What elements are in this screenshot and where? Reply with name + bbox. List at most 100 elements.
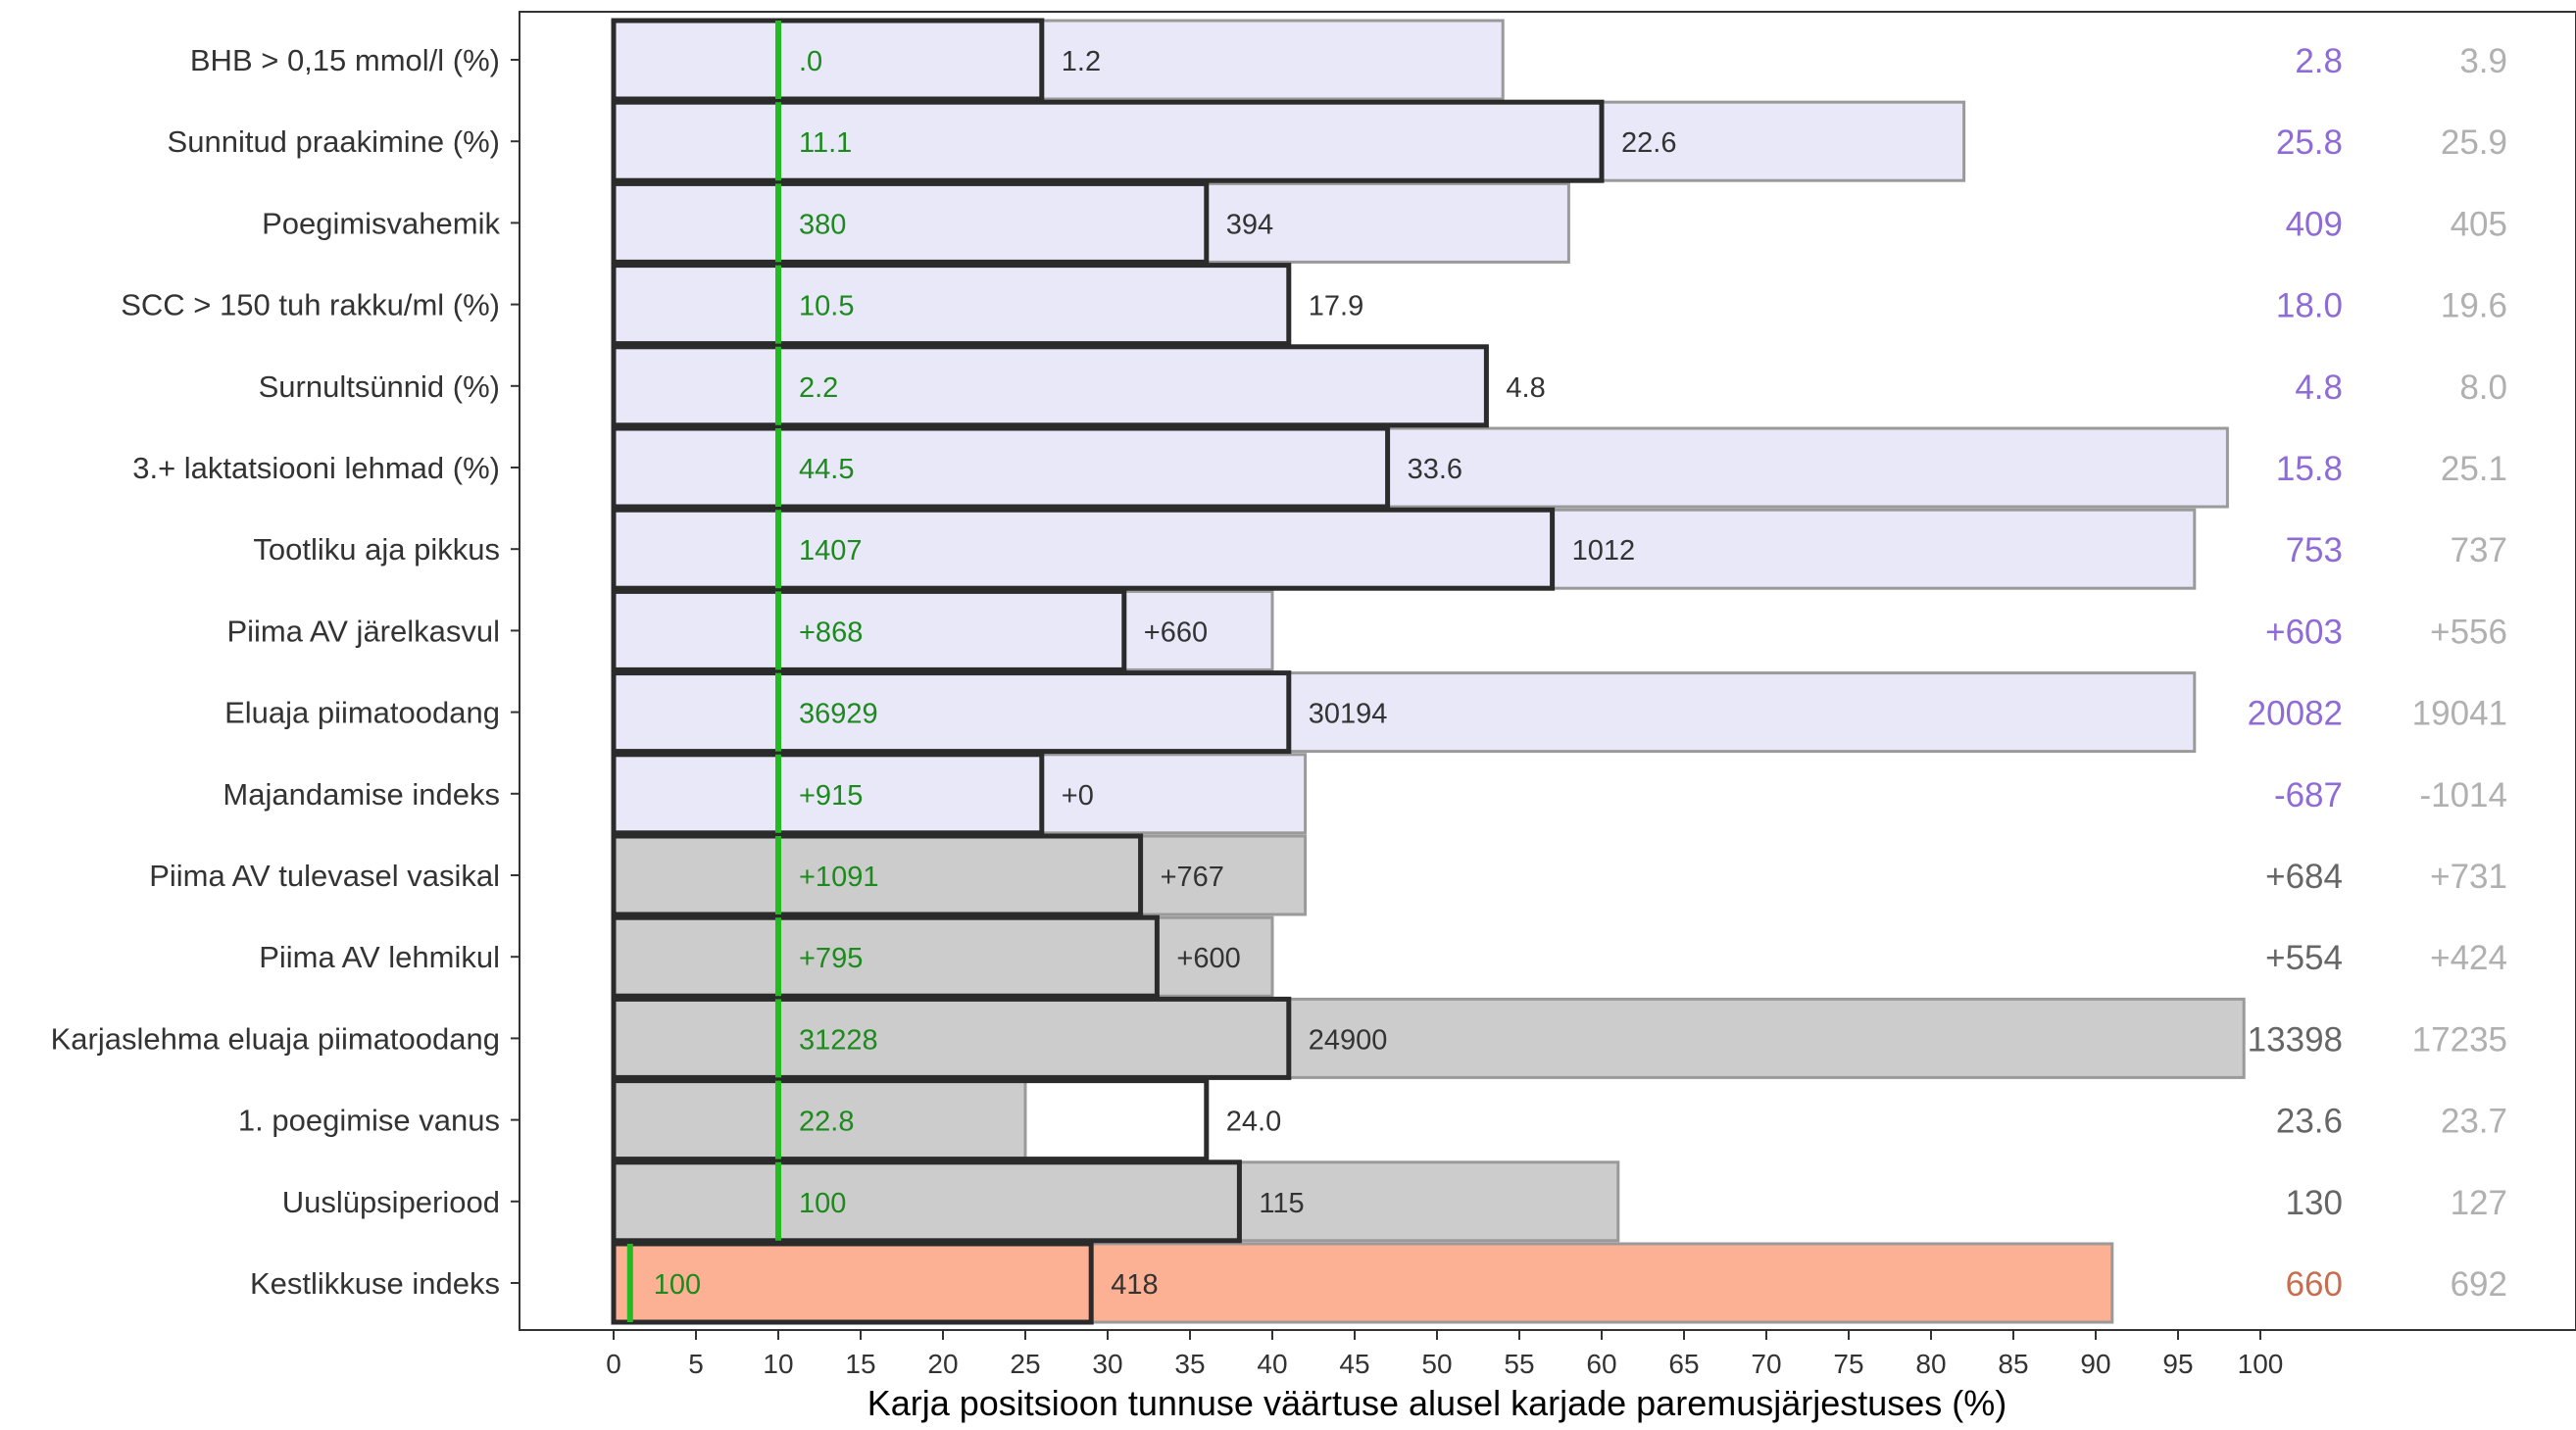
column2-value: 692 <box>2451 1265 2507 1304</box>
green-value-label: .0 <box>799 46 822 77</box>
background-bar <box>612 915 1274 998</box>
y-axis-label: Eluaja piimatoodang <box>224 696 500 730</box>
x-tick-label: 15 <box>845 1349 875 1379</box>
x-tick-label: 30 <box>1092 1349 1122 1379</box>
x-tick-label: 90 <box>2080 1349 2110 1379</box>
herd-bar <box>611 1078 1210 1162</box>
x-tick-label: 50 <box>1421 1349 1452 1379</box>
x-tick-label: 70 <box>1751 1349 1781 1379</box>
herd-bar <box>611 344 1489 428</box>
y-axis-label: Tootliku aja pikkus <box>253 532 500 567</box>
herd-value-label: 24.0 <box>1226 1107 1281 1138</box>
herd-bar <box>611 1241 1094 1325</box>
x-tick-label: 20 <box>927 1349 958 1379</box>
column1-value: 660 <box>2286 1265 2343 1304</box>
y-axis-label: Majandamise indeks <box>223 777 500 812</box>
herd-value-label: 1012 <box>1572 535 1636 567</box>
herd-bar <box>611 18 1045 102</box>
herd-bar <box>611 833 1144 917</box>
column2-value: -1014 <box>2419 776 2507 814</box>
x-axis-title: Karja positsioon tunnuse väärtuse alusel… <box>867 1383 2007 1423</box>
background-bars-layer <box>612 19 2246 1324</box>
background-bar <box>612 264 1291 346</box>
column1-value: 18.0 <box>2276 287 2343 325</box>
herd-bar <box>611 752 1045 836</box>
herd-value-label: 24900 <box>1309 1024 1388 1056</box>
column2-value: 8.0 <box>2459 369 2507 407</box>
herd-bar <box>611 263 1292 347</box>
green-value-label: 100 <box>799 1188 846 1219</box>
reference-lines-layer <box>626 21 781 1322</box>
herd-value-label: 17.9 <box>1309 291 1363 322</box>
herd-value-label: +767 <box>1161 862 1224 893</box>
column2-value: 127 <box>2451 1184 2507 1222</box>
column1-value: +684 <box>2265 858 2343 896</box>
column1-value: 20082 <box>2248 695 2343 733</box>
y-axis-label: Surnultsünnid (%) <box>259 370 500 404</box>
herd-value-label: 1.2 <box>1062 46 1101 77</box>
column2-value: 737 <box>2451 531 2507 569</box>
y-axis-label: Piima AV järelkasvul <box>226 614 500 648</box>
x-tick-label: 45 <box>1339 1349 1369 1379</box>
y-axis-label: 3.+ laktatsiooni lehmad (%) <box>132 451 500 485</box>
herd-bar <box>611 99 1605 183</box>
green-value-label: 22.8 <box>799 1107 854 1138</box>
herd-bar <box>611 588 1127 672</box>
herd-bar <box>611 1159 1242 1244</box>
y-axis-label: Piima AV lehmikul <box>259 940 500 974</box>
column2-value: 19041 <box>2412 695 2507 733</box>
herd-value-label: 22.6 <box>1621 127 1676 159</box>
y-axis-label: Kestlikkuse indeks <box>250 1266 500 1301</box>
column1-value: 23.6 <box>2276 1103 2343 1141</box>
column1-value: 130 <box>2286 1184 2343 1222</box>
column2-value: 17235 <box>2412 1020 2507 1059</box>
herd-value-label: 115 <box>1259 1188 1304 1219</box>
background-bar <box>612 1242 2114 1324</box>
x-tick-label: 75 <box>1833 1349 1863 1379</box>
background-bar <box>612 753 1308 835</box>
green-value-label: 44.5 <box>799 454 854 485</box>
x-tick-label: 85 <box>1998 1349 2028 1379</box>
herd-bar <box>611 425 1391 510</box>
green-value-label: 11.1 <box>799 127 852 159</box>
column2-value: +731 <box>2430 858 2507 896</box>
y-axis-label: BHB > 0,15 mmol/l (%) <box>190 43 500 77</box>
y-axis-label: Uuslüpsiperiood <box>282 1185 500 1219</box>
y-axis-label: Karjaslehma eluaja piimatoodang <box>51 1021 500 1056</box>
herd-bar <box>611 507 1556 591</box>
plot-panel-border <box>519 11 2576 1331</box>
column1-value: 15.8 <box>2276 450 2343 488</box>
background-bar <box>612 100 1966 182</box>
green-value-label: +795 <box>799 943 863 974</box>
column1-value: 13398 <box>2248 1020 2343 1059</box>
herd-value-label: +600 <box>1176 943 1240 974</box>
column1-value: -687 <box>2274 776 2343 814</box>
y-axis-label: SCC > 150 tuh rakku/ml (%) <box>121 288 500 322</box>
x-tick-label: 5 <box>688 1349 704 1379</box>
background-bar <box>612 19 1505 101</box>
x-tick-label: 35 <box>1174 1349 1205 1379</box>
column1-value: 409 <box>2286 205 2343 243</box>
herd-value-label: +660 <box>1144 616 1208 648</box>
column1-value: 4.8 <box>2295 369 2343 407</box>
herd-value-label: 4.8 <box>1506 372 1545 404</box>
herd-value-label: 30194 <box>1309 699 1388 730</box>
y-axis-label: Piima AV tulevasel vasikal <box>149 859 500 893</box>
x-tick-label: 80 <box>1915 1349 1946 1379</box>
herd-value-label: 33.6 <box>1408 454 1462 485</box>
x-tick-label: 55 <box>1504 1349 1534 1379</box>
green-value-label: 100 <box>654 1269 701 1301</box>
green-value-label: +1091 <box>799 862 878 893</box>
column1-value: +603 <box>2265 613 2343 651</box>
column2-value: +556 <box>2430 613 2507 651</box>
column2-value: 23.7 <box>2441 1103 2507 1141</box>
x-tick-label: 10 <box>763 1349 793 1379</box>
x-axis: 0 5 10 15 20 25 30 35 40 45 50 55 60 65 70 75 80 85 90 95 10… <box>606 1330 2283 1379</box>
x-tick-label: 40 <box>1257 1349 1287 1379</box>
y-axis-label: 1. poegimise vanus <box>238 1104 500 1138</box>
column2-value: +424 <box>2430 939 2507 977</box>
green-value-label: 36929 <box>799 699 878 730</box>
x-tick-label: 25 <box>1010 1349 1040 1379</box>
background-bar <box>612 997 2246 1079</box>
